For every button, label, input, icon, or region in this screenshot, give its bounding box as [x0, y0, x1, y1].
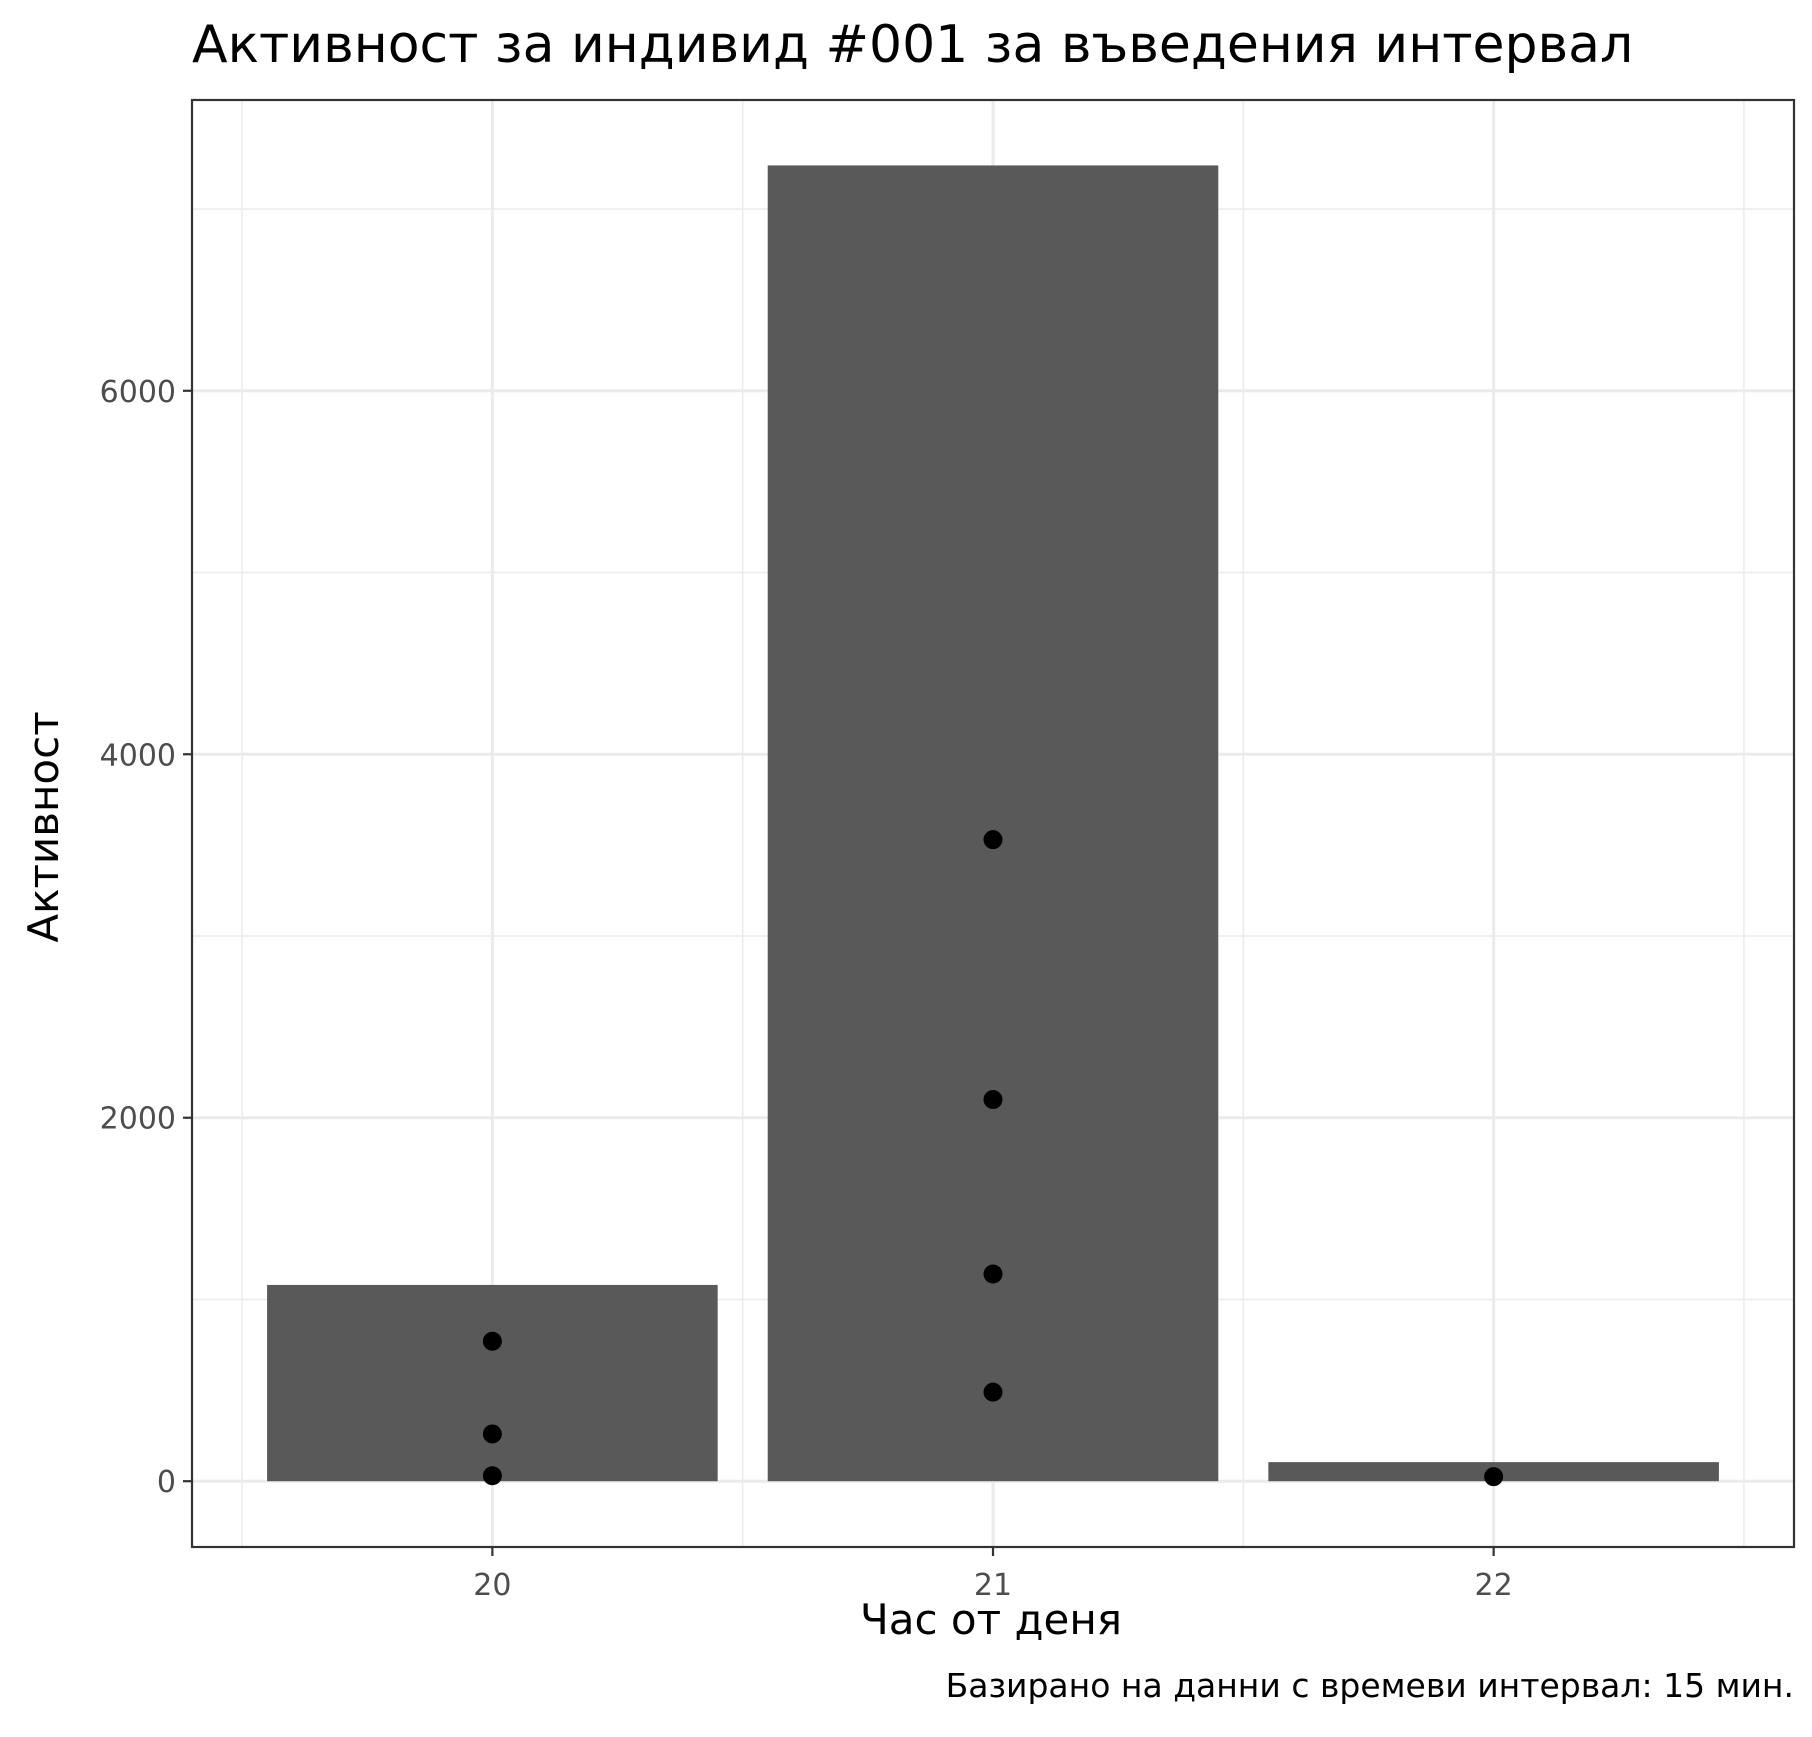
data-point — [983, 1264, 1003, 1284]
y-tick-label: 2000 — [100, 1102, 176, 1137]
data-point — [983, 1382, 1003, 1402]
x-axis-ticks: 20 21 22 — [473, 1547, 1513, 1603]
data-point — [482, 1466, 502, 1486]
chart-caption: Базирано на данни с времеви интервал: 15… — [946, 1666, 1794, 1705]
chart-title: Активност за индивид #001 за въведения и… — [192, 15, 1633, 75]
data-point — [983, 1090, 1003, 1110]
bars — [267, 165, 1719, 1482]
points — [482, 830, 1504, 1487]
y-axis-ticks: 0 2000 4000 6000 — [100, 375, 192, 1500]
data-point — [983, 830, 1003, 850]
bar — [767, 165, 1219, 1482]
data-point — [482, 1424, 502, 1444]
y-axis-title: Активност — [19, 711, 68, 942]
data-point — [482, 1331, 502, 1351]
y-tick-label: 4000 — [100, 738, 176, 773]
data-point — [1484, 1467, 1504, 1487]
y-tick-label: 6000 — [100, 375, 176, 410]
bar — [267, 1284, 718, 1482]
x-axis-title: Час от деня — [860, 1595, 1122, 1644]
x-tick-label: 20 — [473, 1568, 511, 1603]
x-tick-label: 22 — [1475, 1568, 1513, 1603]
x-tick-label: 21 — [974, 1568, 1012, 1603]
y-tick-label: 0 — [157, 1465, 176, 1500]
